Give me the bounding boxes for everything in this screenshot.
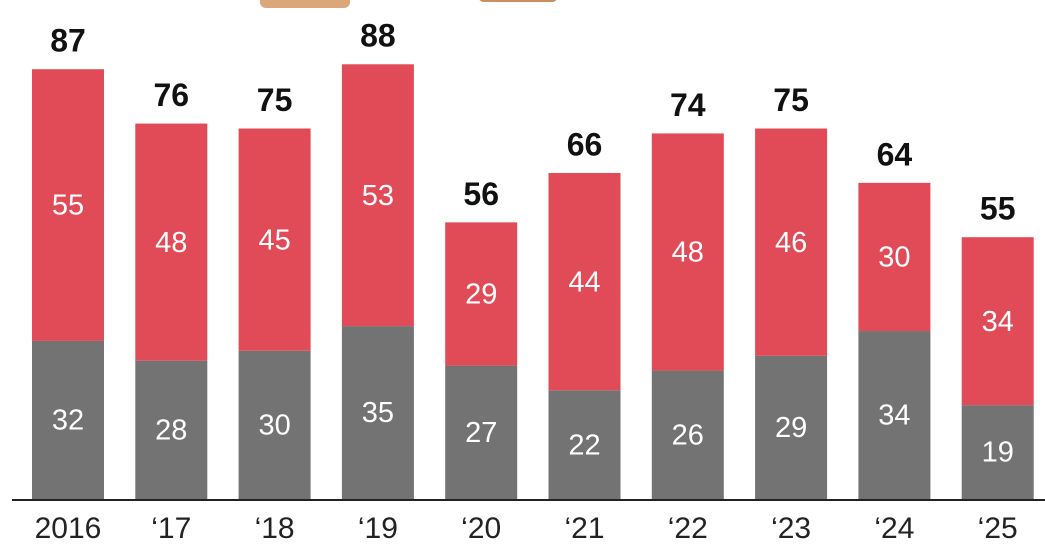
bar-segment — [445, 365, 518, 499]
bar-segment — [961, 405, 1034, 499]
total-label: 75 — [257, 82, 293, 118]
bar-segment — [341, 326, 414, 499]
x-tick-label: ‘20 — [461, 512, 501, 545]
decorative-image — [260, 0, 557, 8]
bar-segment — [341, 64, 414, 327]
segment-label: 28 — [155, 414, 187, 446]
segment-label: 29 — [775, 412, 807, 444]
bar-segment — [548, 390, 621, 499]
segment-label: 34 — [878, 400, 910, 432]
segment-label: 35 — [362, 397, 394, 429]
segment-label: 26 — [672, 419, 704, 451]
segment-label: 48 — [155, 227, 187, 259]
x-tick-label: ‘23 — [771, 512, 811, 545]
x-tick-label: 2016 — [35, 512, 102, 545]
total-label: 76 — [154, 77, 190, 113]
segment-label: 46 — [775, 227, 807, 259]
x-tick-label: ‘18 — [255, 512, 295, 545]
total-label: 88 — [360, 18, 396, 54]
total-label: 55 — [980, 191, 1016, 227]
segment-label: 48 — [672, 237, 704, 269]
bar-segment — [858, 182, 931, 332]
bar-segment — [651, 370, 724, 499]
bar-segment — [755, 128, 828, 356]
bar-segment — [135, 360, 208, 499]
x-tick-label: ‘25 — [978, 512, 1018, 545]
segment-label: 22 — [568, 429, 600, 461]
total-label: 56 — [463, 176, 499, 212]
segment-label: 19 — [982, 437, 1014, 469]
bar-segment — [238, 350, 311, 499]
segment-label: 27 — [465, 417, 497, 449]
x-tick-label: ‘22 — [668, 512, 708, 545]
x-tick-label: ‘24 — [874, 512, 914, 545]
segment-label: 55 — [52, 190, 84, 222]
bar-segment — [135, 123, 208, 361]
total-label: 66 — [567, 126, 603, 162]
segment-label: 34 — [982, 306, 1014, 338]
segment-label: 29 — [465, 279, 497, 311]
total-label: 75 — [773, 82, 809, 118]
segment-label: 30 — [258, 410, 290, 442]
bar-segment — [548, 172, 621, 391]
segment-label: 32 — [52, 405, 84, 437]
segment-label: 45 — [258, 224, 290, 256]
bar-segment — [238, 128, 311, 351]
total-label: 74 — [670, 87, 706, 123]
total-label: 64 — [877, 136, 913, 172]
bar-segment — [32, 340, 104, 499]
total-label: 87 — [50, 23, 86, 59]
bar-segment — [961, 237, 1034, 406]
bar-segment — [651, 133, 724, 371]
x-tick-label: ‘21 — [564, 512, 604, 545]
bar-segment — [755, 355, 828, 499]
bar-segment — [32, 69, 104, 341]
bar-segment — [858, 331, 931, 499]
segment-label: 53 — [362, 180, 394, 212]
bar-segment — [445, 222, 518, 366]
x-tick-label: ‘17 — [151, 512, 191, 545]
segment-label: 44 — [568, 266, 600, 298]
segment-label: 30 — [878, 242, 910, 274]
x-tick-label: ‘19 — [358, 512, 398, 545]
